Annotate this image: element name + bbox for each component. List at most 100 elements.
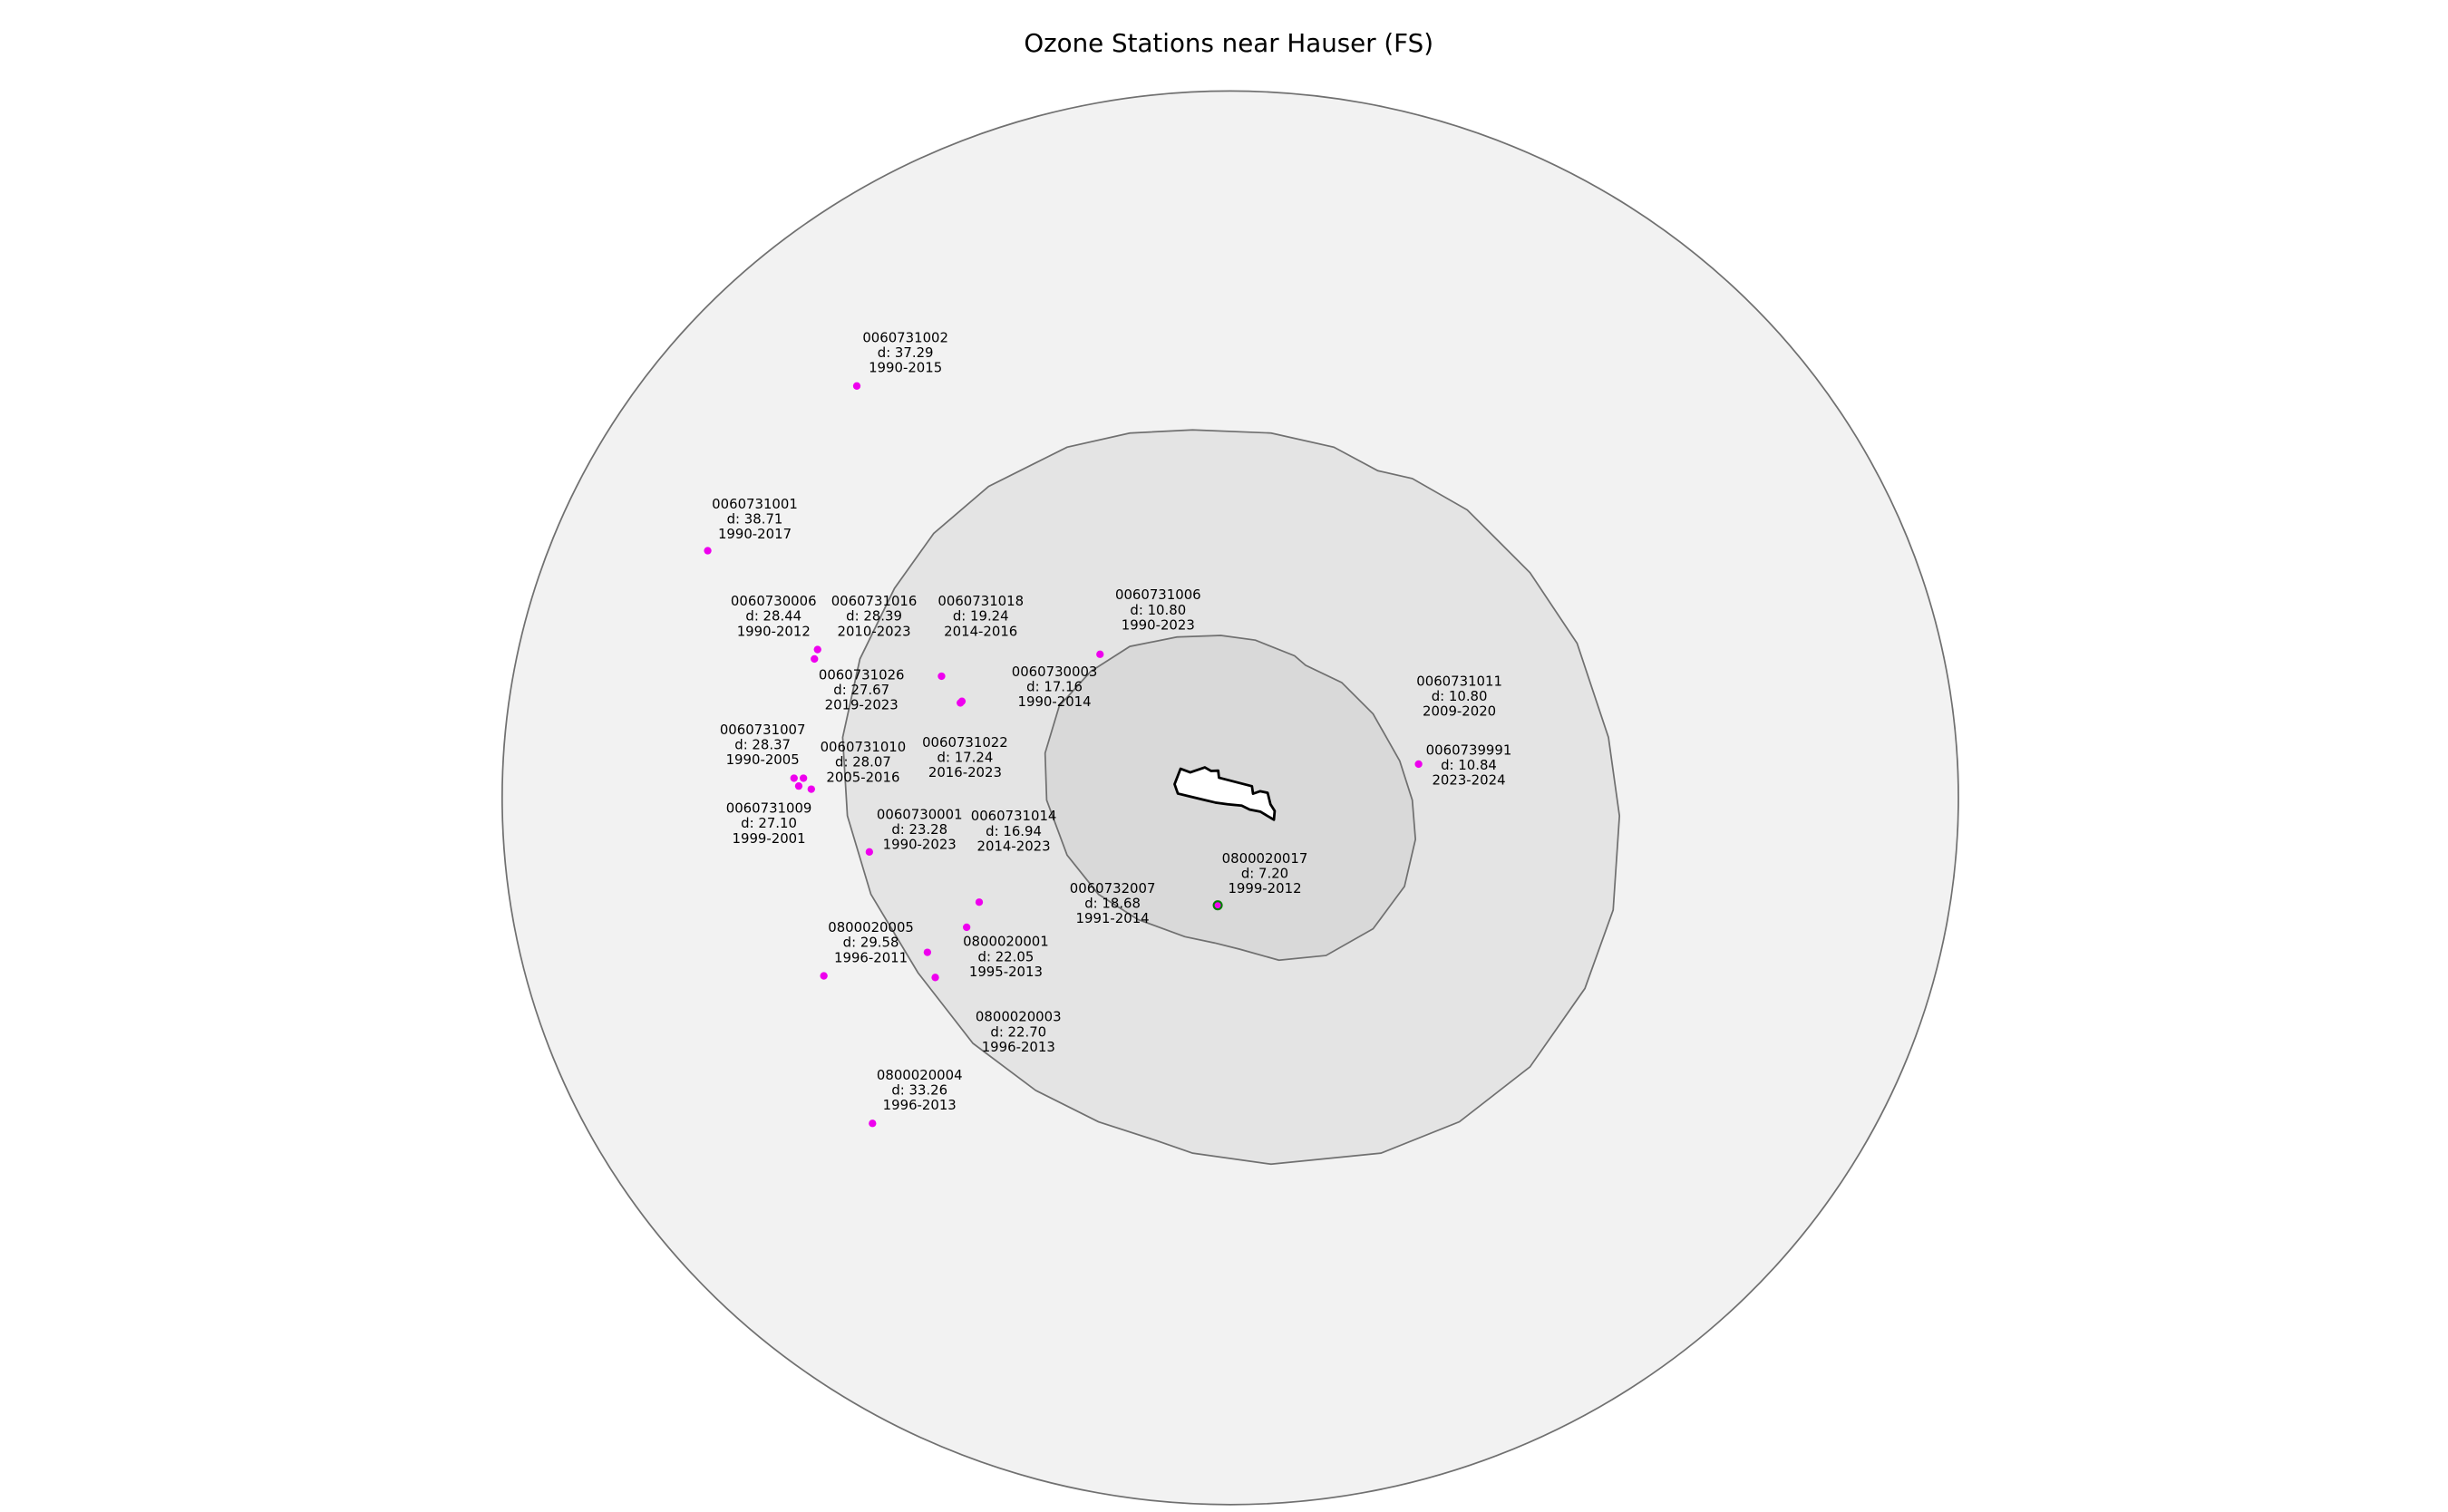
- station-marker[interactable]: [963, 923, 971, 932]
- station-years: 2016-2023: [928, 764, 1002, 780]
- station-marker[interactable]: [794, 781, 803, 790]
- station-id: 0060731016: [831, 593, 918, 609]
- station-id: 0060730003: [1012, 664, 1098, 680]
- station-distance: d: 10.80: [1130, 602, 1186, 618]
- map-title: Ozone Stations near Hauser (FS): [1024, 28, 1433, 58]
- station-years: 1990-2017: [718, 526, 792, 542]
- station-id: 0060731011: [1416, 673, 1502, 689]
- station-years: 1990-2015: [869, 360, 942, 376]
- station-id: 0060731014: [971, 808, 1057, 824]
- station-distance: d: 18.68: [1084, 895, 1141, 911]
- station-distance: d: 19.24: [953, 608, 1009, 625]
- station-distance: d: 17.24: [937, 749, 994, 765]
- station-id: 0800020003: [976, 1009, 1062, 1025]
- station-id: 0060731002: [862, 329, 948, 345]
- station-distance: d: 37.29: [878, 344, 934, 361]
- station-distance: d: 27.67: [833, 682, 889, 698]
- station-marker[interactable]: [820, 972, 828, 980]
- station-id: 0800020005: [828, 919, 914, 935]
- station-distance: d: 38.71: [727, 510, 783, 527]
- station-marker[interactable]: [807, 785, 815, 793]
- station-years: 1996-2013: [982, 1039, 1055, 1055]
- station-years: 1990-2023: [883, 837, 957, 853]
- station-distance: d: 23.28: [891, 821, 947, 838]
- station-distance: d: 10.80: [1432, 688, 1488, 704]
- station-marker[interactable]: [931, 974, 939, 982]
- station-distance: d: 17.16: [1026, 679, 1083, 695]
- station-distance: d: 28.44: [745, 608, 801, 625]
- station-marker[interactable]: [811, 654, 819, 664]
- station-years: 2019-2023: [825, 697, 899, 713]
- station-id: 0060730006: [731, 593, 817, 609]
- station-distance: d: 22.70: [990, 1023, 1046, 1040]
- station-distance: d: 22.05: [978, 948, 1035, 964]
- station-years: 1996-2013: [883, 1097, 957, 1113]
- station-marker[interactable]: [869, 1119, 877, 1128]
- station-distance: d: 10.84: [1441, 757, 1497, 773]
- station-id: 0060731001: [712, 496, 798, 512]
- station-distance: d: 28.37: [734, 737, 791, 753]
- station-id: 0060731007: [720, 722, 806, 738]
- station-distance: d: 29.58: [843, 935, 899, 951]
- station-years: 2023-2024: [1432, 772, 1505, 789]
- station-marker[interactable]: [852, 382, 861, 390]
- station-distance: d: 28.07: [835, 754, 891, 771]
- station-distance: d: 28.39: [846, 608, 902, 625]
- station-marker[interactable]: [865, 848, 873, 856]
- station-marker[interactable]: [937, 672, 946, 681]
- station-years: 2009-2020: [1423, 703, 1496, 720]
- station-marker[interactable]: [790, 774, 798, 782]
- station-id: 0800020004: [877, 1067, 963, 1083]
- station-marker[interactable]: [923, 948, 932, 956]
- station-distance: d: 16.94: [986, 823, 1042, 839]
- station-id: 0060731018: [937, 593, 1024, 609]
- hauser-area-boundary: [1173, 766, 1277, 821]
- station-years: 1996-2011: [834, 949, 908, 965]
- station-years: 2010-2023: [837, 623, 910, 639]
- station-distance: d: 27.10: [741, 815, 797, 831]
- station-marker[interactable]: [704, 547, 712, 555]
- closest-station-marker[interactable]: [1212, 900, 1223, 911]
- station-id: 0800020017: [1222, 850, 1308, 867]
- station-id: 0060731022: [922, 734, 1008, 751]
- station-marker[interactable]: [1096, 650, 1104, 658]
- station-distance: d: 7.20: [1241, 866, 1288, 882]
- station-years: 1991-2014: [1076, 910, 1150, 926]
- station-years: 1990-2023: [1122, 616, 1195, 633]
- station-id: 0060739991: [1426, 742, 1512, 759]
- station-distance: d: 33.26: [891, 1081, 947, 1098]
- station-marker[interactable]: [975, 898, 984, 906]
- station-marker[interactable]: [1414, 760, 1423, 769]
- station-marker[interactable]: [800, 774, 808, 782]
- station-years: 1995-2013: [969, 964, 1043, 980]
- station-marker[interactable]: [813, 645, 821, 654]
- station-years: 1999-2012: [1228, 880, 1301, 897]
- station-id: 0800020001: [963, 934, 1049, 950]
- station-marker[interactable]: [957, 697, 967, 705]
- station-id: 0060730001: [877, 806, 963, 822]
